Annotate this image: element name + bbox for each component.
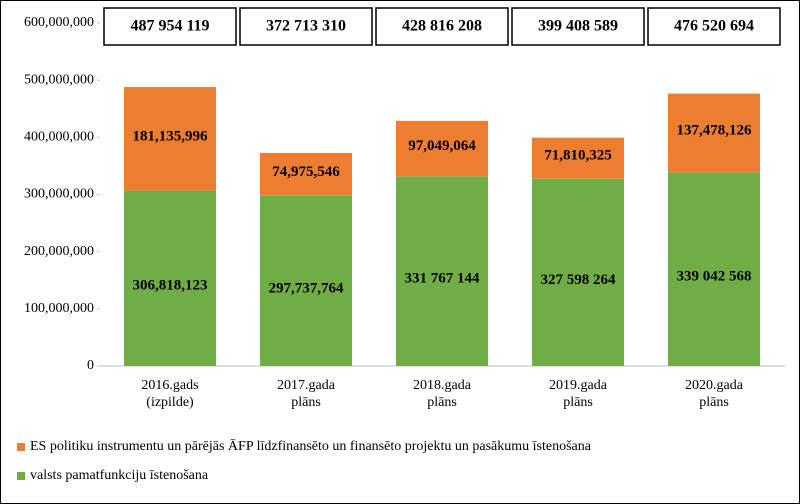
bar-segment	[396, 176, 488, 366]
bar-segment	[124, 190, 216, 366]
y-tick-label: 200,000,000	[24, 244, 94, 259]
data-label: 97,049,064	[408, 138, 476, 154]
x-tick-label: 2018.gada plāns	[413, 378, 472, 410]
total-box	[375, 7, 509, 46]
bar-segment	[668, 172, 760, 366]
y-tick-label: 0	[87, 358, 94, 373]
bar-segment	[124, 87, 216, 191]
y-tick-label: 500,000,000	[24, 72, 94, 87]
data-label: 297,737,764	[269, 280, 345, 296]
x-tick-label: 2017.gada plāns	[277, 378, 336, 410]
y-tick-label: 600,000,000	[24, 15, 94, 30]
total-label: 428 816 208	[402, 18, 482, 35]
legend-label: ES politiku instrumentu un pārējās ĀFP l…	[30, 438, 592, 454]
x-tick-label: 2020.gada plāns	[685, 378, 744, 410]
y-tick-label: 300,000,000	[24, 187, 94, 202]
total-box	[647, 7, 781, 46]
data-label: 331 767 144	[405, 271, 481, 287]
x-tick-label: 2019.gada plāns	[549, 378, 608, 410]
legend-swatch	[17, 443, 25, 451]
data-label: 74,975,546	[272, 164, 340, 180]
x-tick-label: 2016.gads (izpilde)	[141, 378, 198, 410]
total-label: 476 520 694	[674, 18, 754, 35]
data-label: 71,810,325	[544, 148, 612, 164]
bar-segment	[396, 120, 488, 177]
legend-swatch	[17, 472, 25, 480]
bar-segment	[668, 93, 760, 173]
total-label: 399 408 589	[538, 18, 618, 35]
data-label: 327 598 264	[541, 272, 617, 288]
total-box	[239, 7, 373, 46]
bar-segment	[532, 137, 624, 179]
data-label: 306,818,123	[133, 278, 208, 294]
total-label: 372 713 310	[266, 18, 346, 35]
y-tick-label: 400,000,000	[24, 130, 94, 145]
total-label: 487 954 119	[130, 18, 209, 35]
legend-label: valsts pamatfunkciju īstenošana	[30, 468, 209, 483]
data-label: 339 042 568	[677, 269, 752, 285]
data-label: 181,135,996	[133, 128, 209, 144]
bar-segment	[532, 178, 624, 366]
data-label: 137,478,126	[677, 122, 753, 138]
total-box	[103, 7, 237, 46]
y-tick-label: 100,000,000	[24, 301, 94, 316]
bar-segment	[260, 152, 352, 196]
bar-segment	[260, 195, 352, 366]
total-box	[511, 7, 645, 46]
